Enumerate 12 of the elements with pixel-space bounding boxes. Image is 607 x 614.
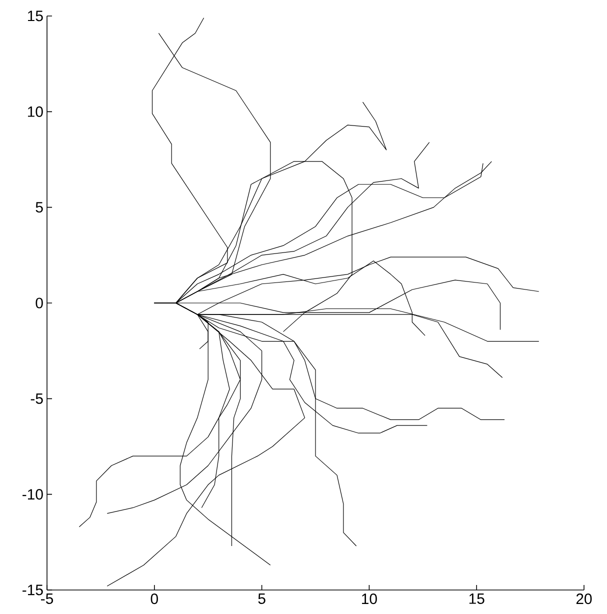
x-tick-label: 15 <box>469 594 484 604</box>
y-tick-label: 10 <box>28 106 43 117</box>
y-tick-label: -5 <box>30 393 43 404</box>
y-tick-label: -15 <box>22 584 43 596</box>
x-tick-label: 0 <box>150 594 158 604</box>
x-tick-label: 5 <box>258 594 266 604</box>
y-tick-label: 15 <box>28 10 43 22</box>
x-tick-label: 10 <box>362 594 377 604</box>
y-tick-label: -10 <box>22 489 43 500</box>
x-tick-label: 20 <box>576 594 592 604</box>
y-tick-label: 5 <box>36 202 43 213</box>
y-tick-label: 0 <box>36 298 43 308</box>
